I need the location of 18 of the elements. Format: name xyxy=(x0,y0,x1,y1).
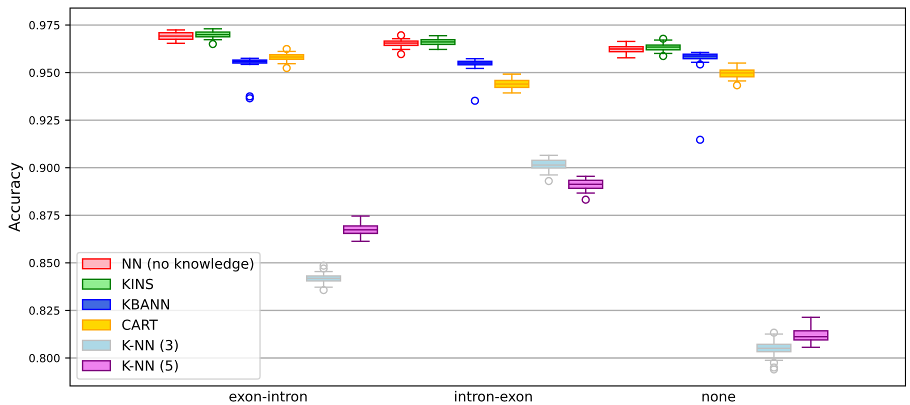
y-tick-label: 0.800 xyxy=(29,354,60,362)
legend-label: CART xyxy=(122,319,158,330)
y-axis-title: Accuracy xyxy=(8,162,23,232)
y-tick-label: 0.825 xyxy=(29,306,60,315)
legend-label: KINS xyxy=(122,278,154,290)
y-tick-label: 0.900 xyxy=(29,164,60,172)
legend-label: K-NN (3) xyxy=(122,340,178,352)
x-tick-label: exon-intron xyxy=(229,390,307,402)
y-tick-label: 0.875 xyxy=(29,211,60,220)
legend-label: K-NN (5) xyxy=(122,360,178,372)
y-tick-label: 0.850 xyxy=(29,258,60,268)
y-tick-label: 0.925 xyxy=(29,116,60,125)
legend-label: KBANN xyxy=(122,299,170,310)
x-tick-label: none xyxy=(702,394,736,402)
legend-label: NN (no knowledge) xyxy=(122,258,254,272)
y-tick-label: 0.950 xyxy=(29,68,60,77)
y-tick-label: 0.975 xyxy=(29,21,60,30)
x-tick-label: intron-exon xyxy=(455,390,532,402)
